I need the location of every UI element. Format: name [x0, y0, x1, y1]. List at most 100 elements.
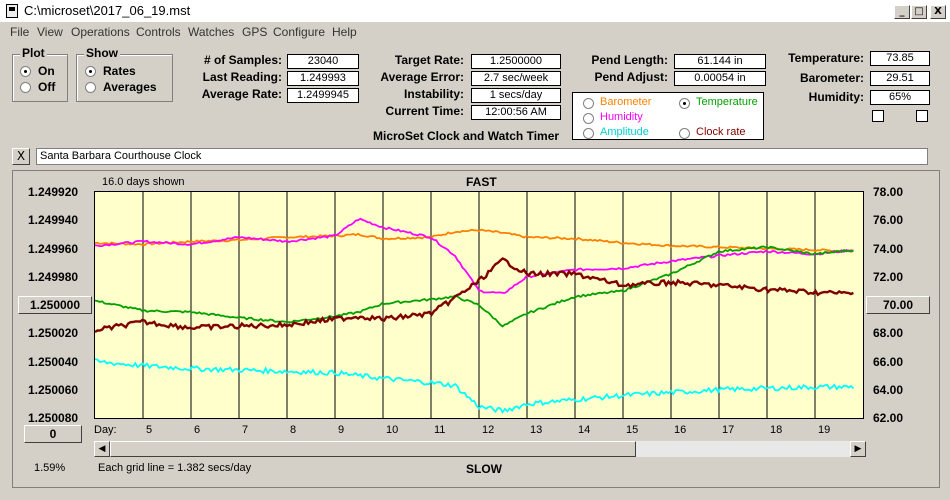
- x-tick: 13: [530, 424, 543, 436]
- show-rates-radio[interactable]: [85, 66, 96, 77]
- overlay-options: Barometer Temperature Humidity Amplitude…: [572, 92, 764, 140]
- instability-label: Instability:: [403, 87, 464, 101]
- y-right-tick: 76.00: [873, 213, 904, 228]
- menu-bar: File View Operations Controls Watches GP…: [0, 22, 950, 42]
- day-label: Day:: [94, 424, 117, 436]
- series-clock-rate: [95, 257, 854, 334]
- x-tick: 10: [386, 424, 399, 436]
- last-reading-field: 1.249993: [287, 71, 359, 86]
- show-averages-label: Averages: [103, 80, 157, 94]
- pend-adjust-label: Pend Adjust:: [594, 70, 668, 84]
- center-rate-button[interactable]: 1.250000: [18, 296, 92, 314]
- plot-group-label: Plot: [20, 46, 47, 60]
- scroll-right-button[interactable]: ▶: [850, 441, 866, 457]
- barometer-option[interactable]: Barometer: [600, 96, 652, 108]
- current-time-label: Current Time:: [385, 104, 464, 118]
- pend-adjust-field: 0.00054 in: [674, 71, 766, 86]
- y-right-tick: 74.00: [873, 241, 904, 256]
- menu-configure[interactable]: Configure: [273, 25, 326, 39]
- show-rates-label: Rates: [103, 64, 136, 78]
- plot-on-label: On: [38, 64, 55, 78]
- temperature-label: Temperature:: [788, 51, 864, 65]
- x-tick: 12: [482, 424, 495, 436]
- menu-controls[interactable]: Controls: [136, 25, 181, 39]
- y-right-tick: 78.00: [873, 185, 904, 199]
- temperature-radio[interactable]: [679, 98, 690, 109]
- env-checkbox-left[interactable]: [872, 110, 884, 122]
- y-left-tick: 1.249980: [28, 269, 79, 284]
- y-right-tick: 66.00: [873, 354, 904, 369]
- samples-label: # of Samples:: [203, 53, 282, 67]
- y-left-tick: 1.250060: [28, 382, 79, 397]
- barometer-label: Barometer:: [799, 71, 864, 85]
- target-rate-label: Target Rate:: [394, 53, 464, 67]
- plot-off-radio[interactable]: [20, 82, 31, 93]
- humidity-field: 65%: [870, 90, 930, 105]
- clockrate-radio[interactable]: [679, 128, 690, 139]
- maximize-button[interactable]: □: [911, 5, 927, 19]
- average-rate-field: 1.2499945: [287, 88, 359, 103]
- zero-button[interactable]: 0: [24, 425, 82, 443]
- amplitude-option[interactable]: Amplitude: [600, 126, 649, 138]
- plot-group: [12, 54, 68, 102]
- show-averages-radio[interactable]: [85, 82, 96, 93]
- slow-label: SLOW: [466, 462, 502, 476]
- center-temp-button[interactable]: 70.00: [866, 296, 930, 314]
- clear-name-button[interactable]: X: [12, 148, 30, 165]
- x-tick: 15: [626, 424, 639, 436]
- scroll-left-button[interactable]: ◀: [94, 441, 110, 457]
- window-title: C:\microset\2017_06_19.mst: [24, 3, 191, 18]
- x-tick: 19: [818, 424, 831, 436]
- y-left-tick: 1.250040: [28, 354, 79, 369]
- series-temperature: [95, 245, 854, 328]
- barometer-radio[interactable]: [583, 98, 594, 109]
- series-barometer: [95, 228, 854, 253]
- target-rate-field[interactable]: 1.2500000: [471, 54, 561, 69]
- instability-field: 1 secs/day: [471, 88, 561, 103]
- humidity-radio[interactable]: [583, 113, 594, 124]
- menu-gps[interactable]: GPS: [242, 25, 268, 39]
- x-tick: 18: [770, 424, 783, 436]
- menu-view[interactable]: View: [37, 25, 63, 39]
- average-error-label: Average Error:: [380, 70, 464, 84]
- temperature-option[interactable]: Temperature: [696, 96, 758, 108]
- y-right-tick: 64.00: [873, 382, 904, 397]
- app-caption: MicroSet Clock and Watch Timer: [373, 129, 560, 143]
- horizontal-scrollbar[interactable]: ◀ ▶: [94, 441, 866, 457]
- x-tick: 6: [194, 424, 201, 436]
- amplitude-radio[interactable]: [583, 128, 594, 139]
- menu-file[interactable]: File: [10, 25, 30, 39]
- x-tick: 8: [290, 424, 297, 436]
- barometer-field: 29.51: [870, 71, 930, 86]
- series-amplitude: [95, 358, 855, 414]
- graph-panel: [12, 170, 940, 488]
- left-percent: 1.59%: [34, 462, 66, 474]
- x-tick: 14: [578, 424, 591, 436]
- env-checkbox-right[interactable]: [916, 110, 928, 122]
- current-time-field: 12:00:56 AM: [471, 105, 561, 120]
- y-left-tick: 1.250080: [28, 411, 79, 425]
- grid-note: Each grid line = 1.382 secs/day: [98, 462, 252, 474]
- menu-watches[interactable]: Watches: [188, 25, 235, 39]
- x-tick: 5: [146, 424, 153, 436]
- y-right-tick: 68.00: [873, 326, 904, 341]
- plot-area: [94, 191, 864, 419]
- close-button[interactable]: X: [930, 5, 946, 19]
- y-left-tick: 1.249920: [28, 185, 79, 199]
- pend-length-field[interactable]: 61.144 in: [674, 54, 766, 69]
- average-rate-label: Average Rate:: [201, 87, 282, 101]
- clock-name-field[interactable]: Santa Barbara Courthouse Clock: [36, 148, 928, 165]
- minimize-button[interactable]: _: [894, 5, 910, 19]
- app-icon: [6, 4, 18, 18]
- plot-on-radio[interactable]: [20, 66, 31, 77]
- menu-help[interactable]: Help: [332, 25, 357, 39]
- menu-operations[interactable]: Operations: [71, 25, 130, 39]
- clockrate-option[interactable]: Clock rate: [696, 126, 746, 138]
- scroll-thumb[interactable]: [110, 441, 636, 457]
- average-error-field: 2.7 sec/week: [471, 71, 561, 86]
- x-tick: 7: [242, 424, 249, 436]
- title-bar: C:\microset\2017_06_19.mst _ □ X: [0, 0, 950, 23]
- x-tick: 16: [674, 424, 687, 436]
- humidity-option[interactable]: Humidity: [600, 111, 643, 123]
- y-right-tick: 62.00: [873, 411, 904, 425]
